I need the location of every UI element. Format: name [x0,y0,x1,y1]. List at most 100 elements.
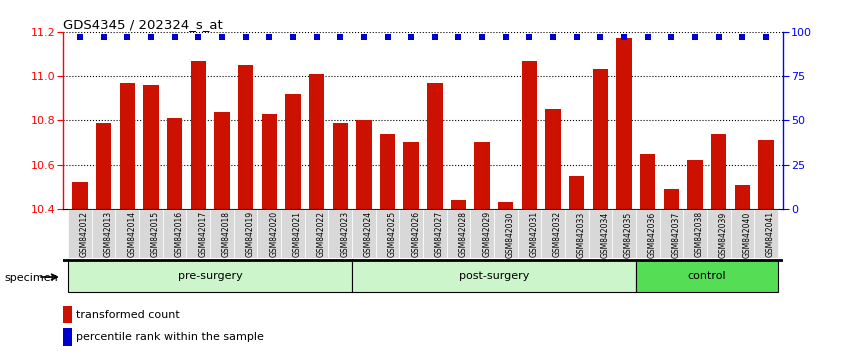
Text: GSM842032: GSM842032 [553,211,562,257]
Text: GSM842013: GSM842013 [104,211,113,257]
Bar [569,176,585,209]
Bar [427,83,442,209]
Text: GSM842039: GSM842039 [719,211,728,258]
Bar [494,209,518,258]
Bar [352,209,376,258]
Text: GSM842025: GSM842025 [387,211,397,257]
Bar [399,209,423,258]
Bar [447,209,470,258]
Bar [565,209,589,258]
Text: post-surgery: post-surgery [459,271,529,281]
Bar [190,61,206,209]
Bar [730,209,754,258]
Bar [593,69,608,209]
Text: GSM842022: GSM842022 [316,211,326,257]
Text: GSM842012: GSM842012 [80,211,89,257]
Text: GSM842040: GSM842040 [742,211,751,258]
Bar [707,209,730,258]
Bar [352,260,636,292]
Text: GSM842031: GSM842031 [530,211,538,257]
Bar [332,122,348,209]
Text: GSM842023: GSM842023 [340,211,349,257]
Text: GSM842041: GSM842041 [766,211,775,257]
Bar [69,209,92,258]
Bar [285,94,300,209]
Bar [257,209,281,258]
Text: GSM842028: GSM842028 [459,211,468,257]
Bar [72,182,88,209]
Bar [589,209,613,258]
Text: GSM842036: GSM842036 [648,211,656,258]
Bar [475,143,490,209]
Bar [758,140,774,209]
Bar [328,209,352,258]
Bar [376,209,399,258]
Text: GSM842027: GSM842027 [435,211,444,257]
Bar [210,209,233,258]
Text: GSM842024: GSM842024 [364,211,373,257]
Text: GSM842021: GSM842021 [293,211,302,257]
Text: GSM842034: GSM842034 [601,211,609,258]
Bar [143,85,159,209]
Bar [404,143,419,209]
Bar [613,209,636,258]
Bar [309,74,324,209]
Bar [546,109,561,209]
Bar [754,209,777,258]
Bar [518,209,541,258]
Bar [687,160,703,209]
Bar [356,120,371,209]
Bar [63,328,72,346]
Text: control: control [688,271,726,281]
Bar [69,260,352,292]
Text: GSM842017: GSM842017 [198,211,207,257]
Bar [214,112,229,209]
Bar [451,200,466,209]
Bar [380,134,395,209]
Bar [139,209,162,258]
Text: GSM842038: GSM842038 [695,211,704,257]
Text: transformed count: transformed count [76,310,180,320]
Text: GSM842016: GSM842016 [174,211,184,257]
Bar [186,209,210,258]
Bar [162,209,186,258]
Text: GSM842019: GSM842019 [245,211,255,257]
Bar [119,83,135,209]
Bar [233,209,257,258]
Text: specimen: specimen [4,273,58,283]
Text: GSM842018: GSM842018 [222,211,231,257]
Text: GSM842029: GSM842029 [482,211,492,257]
Bar [96,122,112,209]
Bar [238,65,253,209]
Bar [660,209,684,258]
Bar [167,118,183,209]
Text: GSM842014: GSM842014 [127,211,136,257]
Bar [541,209,565,258]
Text: percentile rank within the sample: percentile rank within the sample [76,332,264,342]
Text: GSM842015: GSM842015 [151,211,160,257]
Bar [522,61,537,209]
Bar [636,209,660,258]
Bar [636,260,777,292]
Bar [423,209,447,258]
Text: GSM842033: GSM842033 [577,211,585,258]
Bar [470,209,494,258]
Text: GSM842030: GSM842030 [506,211,515,258]
Bar [734,184,750,209]
Bar [261,114,277,209]
Text: GSM842020: GSM842020 [269,211,278,257]
Bar [663,189,679,209]
Bar [617,39,632,209]
Bar [281,209,305,258]
Bar [63,306,72,323]
Text: GSM842037: GSM842037 [672,211,680,258]
Text: GSM842026: GSM842026 [411,211,420,257]
Text: pre-surgery: pre-surgery [178,271,243,281]
Text: GSM842035: GSM842035 [624,211,633,258]
Bar [305,209,328,258]
Bar [116,209,139,258]
Bar [498,202,514,209]
Bar [640,154,656,209]
Bar [684,209,707,258]
Text: GDS4345 / 202324_s_at: GDS4345 / 202324_s_at [63,18,223,31]
